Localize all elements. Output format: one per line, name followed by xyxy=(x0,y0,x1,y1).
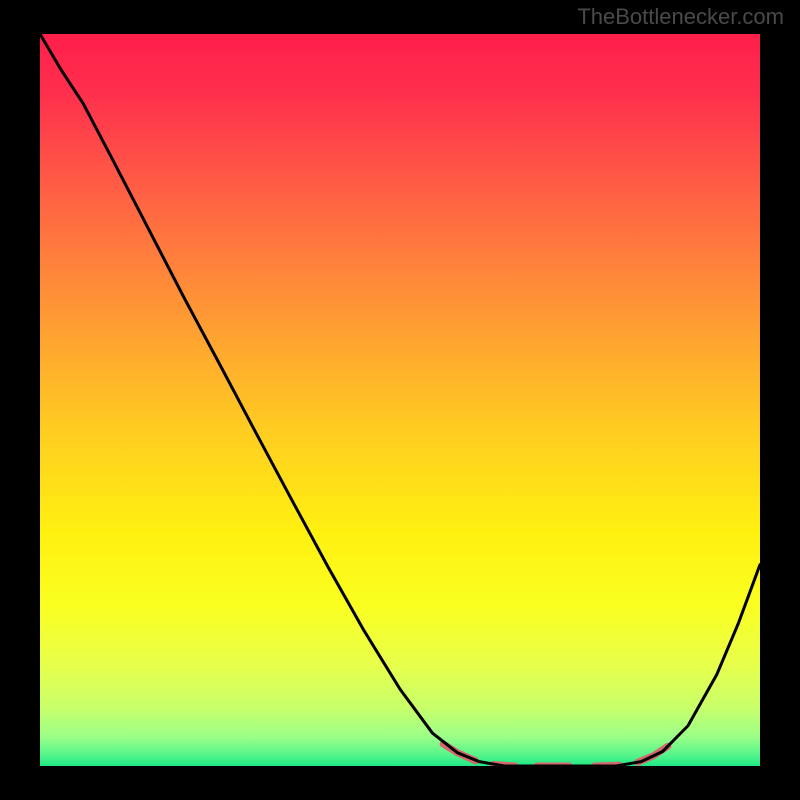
chart-svg xyxy=(40,34,760,766)
gradient-background xyxy=(40,34,760,766)
chart-frame: TheBottlenecker.com xyxy=(0,0,800,800)
plot-area xyxy=(40,34,760,766)
attribution-text: TheBottlenecker.com xyxy=(577,4,784,30)
